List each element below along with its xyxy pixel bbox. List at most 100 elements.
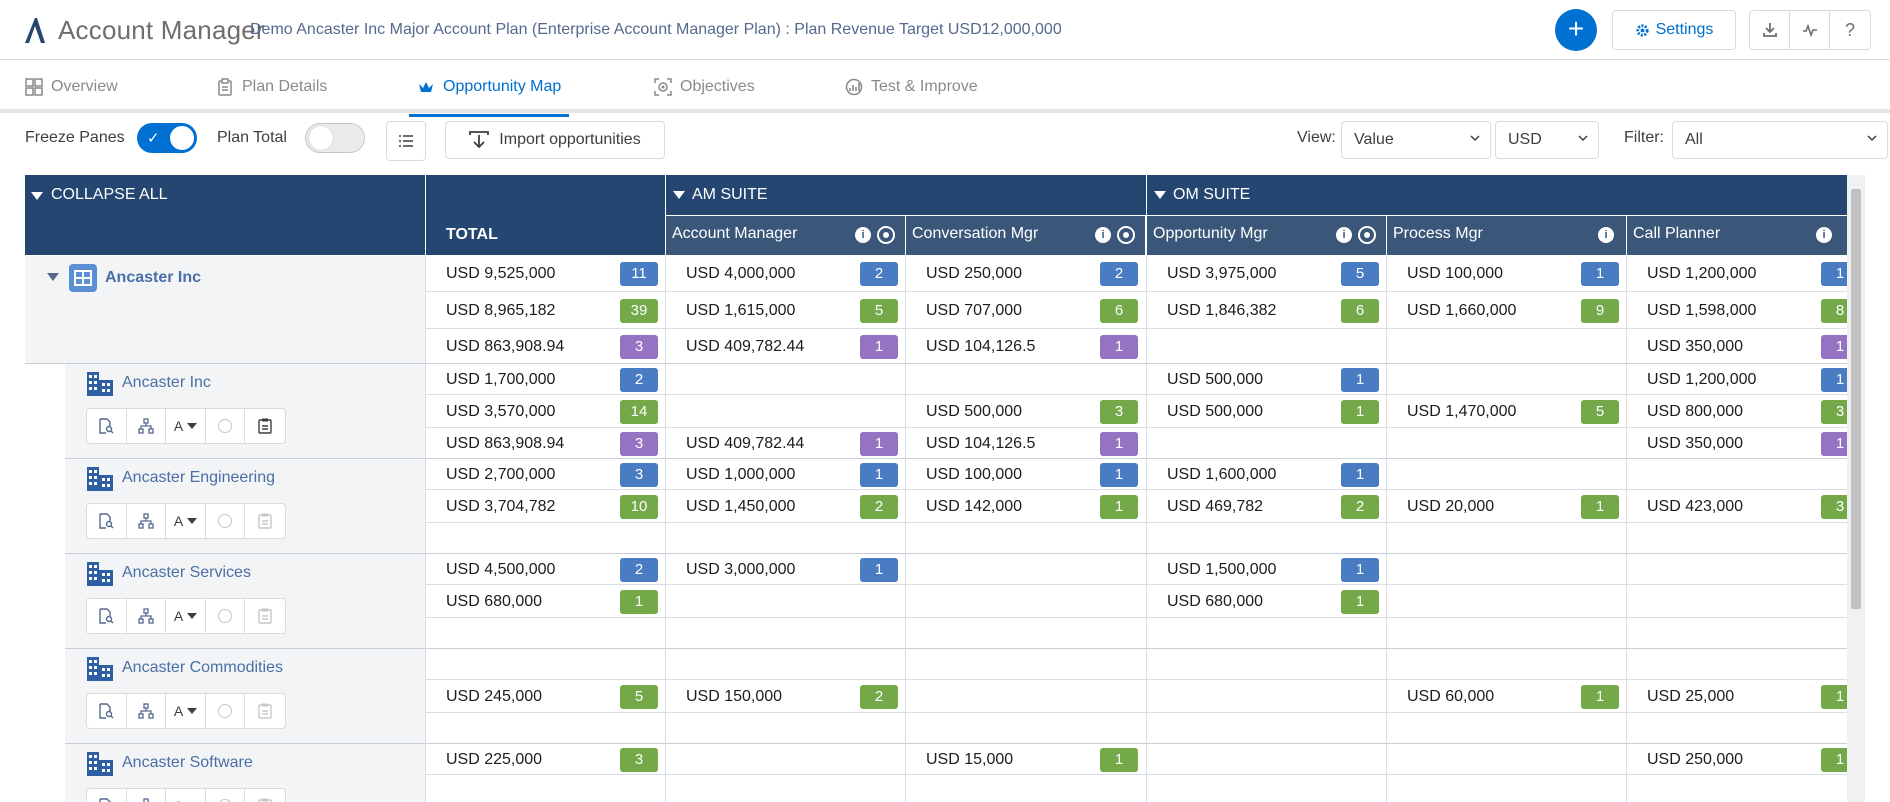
clipboard-icon[interactable] [245, 504, 285, 538]
cell-value[interactable]: USD 423,000 [1647, 498, 1744, 515]
cell-value[interactable]: USD 350,000 [1647, 338, 1744, 355]
cell-value[interactable]: USD 1,200,000 [1647, 265, 1757, 282]
cell-value[interactable]: USD 8,965,182 [446, 302, 556, 319]
status-circle-icon[interactable] [206, 694, 246, 728]
cell-value[interactable]: USD 500,000 [1167, 371, 1264, 388]
cell-value[interactable]: USD 1,700,000 [446, 371, 556, 388]
opportunity-count-badge[interactable]: 1 [1341, 463, 1379, 487]
info-icon[interactable]: i [855, 227, 871, 243]
cell-value[interactable]: USD 500,000 [1167, 403, 1264, 420]
search-document-icon[interactable] [87, 789, 127, 802]
opportunity-count-badge[interactable]: 2 [1100, 262, 1138, 286]
cell-value[interactable]: USD 3,975,000 [1167, 265, 1277, 282]
cell-value[interactable]: USD 409,782.44 [686, 338, 805, 355]
target-icon[interactable] [1358, 226, 1376, 244]
opportunity-count-badge[interactable]: 1 [1100, 748, 1138, 772]
cell-value[interactable]: USD 150,000 [686, 688, 783, 705]
opportunity-count-badge[interactable]: 1 [1100, 335, 1138, 359]
opportunity-count-badge[interactable]: 3 [620, 432, 658, 456]
opportunity-count-badge[interactable]: 1 [1341, 590, 1379, 614]
account-name-link[interactable]: Ancaster Commodities [122, 659, 283, 676]
opportunity-count-badge[interactable]: 10 [620, 495, 658, 519]
cell-value[interactable]: USD 3,704,782 [446, 498, 556, 515]
clipboard-icon[interactable] [245, 599, 285, 633]
opportunity-count-badge[interactable]: 1 [1821, 368, 1847, 392]
account-name-link[interactable]: Ancaster Services [122, 564, 251, 581]
account-name-link[interactable]: Ancaster Engineering [122, 469, 275, 486]
cell-value[interactable]: USD 469,782 [1167, 498, 1264, 515]
cell-value[interactable]: USD 1,450,000 [686, 498, 796, 515]
cell-value[interactable]: USD 104,126.5 [926, 338, 1036, 355]
activity-button[interactable] [1790, 11, 1830, 49]
opportunity-count-badge[interactable]: 1 [1821, 432, 1847, 456]
status-circle-icon[interactable] [206, 409, 246, 443]
cell-value[interactable]: USD 1,600,000 [1167, 466, 1277, 483]
opportunity-count-badge[interactable]: 1 [1581, 495, 1619, 519]
cell-value[interactable]: USD 250,000 [926, 265, 1023, 282]
cell-value[interactable]: USD 680,000 [1167, 593, 1264, 610]
cell-value[interactable]: USD 4,500,000 [446, 561, 556, 578]
currency-select[interactable]: USD [1495, 121, 1599, 159]
search-document-icon[interactable] [87, 409, 127, 443]
filter-select[interactable]: All [1672, 121, 1888, 159]
clipboard-icon[interactable] [245, 694, 285, 728]
opportunity-count-badge[interactable]: 5 [1341, 262, 1379, 286]
account-name-link[interactable]: Ancaster Inc [122, 374, 211, 391]
opportunity-count-badge[interactable]: 2 [620, 368, 658, 392]
info-icon[interactable]: i [1816, 227, 1832, 243]
opportunity-count-badge[interactable]: 1 [1821, 685, 1847, 709]
tab-overview[interactable]: Overview [25, 61, 118, 113]
opportunity-count-badge[interactable]: 6 [1341, 299, 1379, 323]
cell-value[interactable]: USD 1,000,000 [686, 466, 796, 483]
opportunity-count-badge[interactable]: 1 [1821, 262, 1847, 286]
cell-value[interactable]: USD 800,000 [1647, 403, 1744, 420]
search-document-icon[interactable] [87, 694, 127, 728]
cell-value[interactable]: USD 100,000 [926, 466, 1023, 483]
cell-value[interactable]: USD 100,000 [1407, 265, 1504, 282]
cell-value[interactable]: USD 3,570,000 [446, 403, 556, 420]
opportunity-count-badge[interactable]: 5 [620, 685, 658, 709]
cell-value[interactable]: USD 707,000 [926, 302, 1023, 319]
opportunity-count-badge[interactable]: 1 [1581, 685, 1619, 709]
cell-value[interactable]: USD 4,000,000 [686, 265, 796, 282]
cell-value[interactable]: USD 1,660,000 [1407, 302, 1517, 319]
opportunity-count-badge[interactable]: 1 [1100, 432, 1138, 456]
scrollbar-thumb[interactable] [1851, 189, 1861, 609]
am-suite-header[interactable]: AM SUITE [666, 175, 1146, 215]
info-icon[interactable]: i [1598, 227, 1614, 243]
add-button[interactable]: + [1555, 9, 1597, 51]
info-icon[interactable]: i [1336, 227, 1352, 243]
account-name-link[interactable]: Ancaster Software [122, 754, 253, 771]
cell-value[interactable]: USD 2,700,000 [446, 466, 556, 483]
rating-dropdown-icon[interactable]: A [166, 789, 206, 802]
opportunity-count-badge[interactable]: 3 [1100, 400, 1138, 424]
account-name-link[interactable]: Ancaster Inc [105, 269, 202, 286]
opportunity-count-badge[interactable]: 1 [860, 558, 898, 582]
opportunity-count-badge[interactable]: 8 [1821, 299, 1847, 323]
opportunity-count-badge[interactable]: 2 [620, 558, 658, 582]
rating-dropdown-icon[interactable]: A [166, 409, 206, 443]
opportunity-count-badge[interactable]: 5 [1581, 400, 1619, 424]
rating-dropdown-icon[interactable]: A [166, 694, 206, 728]
help-button[interactable]: ? [1830, 11, 1870, 49]
opportunity-count-badge[interactable]: 1 [620, 590, 658, 614]
tab-opportunity-map[interactable]: Opportunity Map [408, 61, 570, 117]
cell-value[interactable]: USD 250,000 [1647, 751, 1744, 768]
search-document-icon[interactable] [87, 599, 127, 633]
opportunity-count-badge[interactable]: 1 [1821, 748, 1847, 772]
clipboard-icon[interactable] [245, 409, 285, 443]
opportunity-count-badge[interactable]: 3 [1821, 495, 1847, 519]
cell-value[interactable]: USD 680,000 [446, 593, 543, 610]
hierarchy-icon[interactable] [127, 409, 167, 443]
cell-value[interactable]: USD 1,846,382 [1167, 302, 1277, 319]
opportunity-count-badge[interactable]: 1 [1100, 495, 1138, 519]
cell-value[interactable]: USD 9,525,000 [446, 265, 556, 282]
opportunity-count-badge[interactable]: 14 [620, 400, 658, 424]
cell-value[interactable]: USD 409,782.44 [686, 435, 805, 452]
tab-test-improve[interactable]: Test & Improve [845, 61, 978, 113]
opportunity-count-badge[interactable]: 3 [620, 463, 658, 487]
opportunity-count-badge[interactable]: 2 [860, 262, 898, 286]
opportunity-count-badge[interactable]: 1 [1821, 335, 1847, 359]
opportunity-count-badge[interactable]: 1 [1341, 558, 1379, 582]
rating-dropdown-icon[interactable]: A [166, 599, 206, 633]
